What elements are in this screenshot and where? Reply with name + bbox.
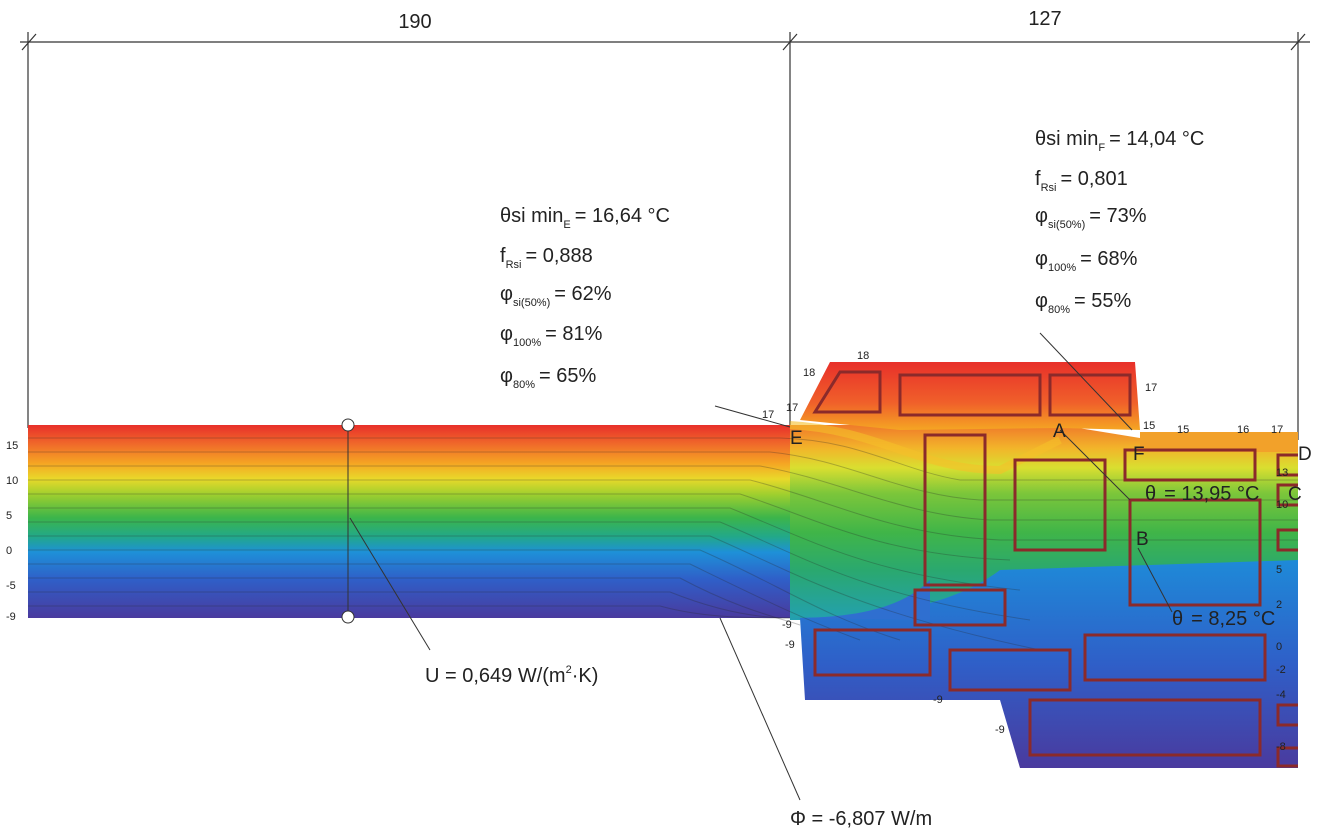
subscript: 80%	[1048, 304, 1070, 316]
subscript: si(50%)	[1048, 219, 1085, 231]
point-label: C	[1288, 484, 1302, 505]
symbol: φ	[500, 323, 513, 345]
isotherm-label: 17	[1145, 382, 1157, 394]
heat-flow: Φ = -6,807 W/m	[790, 808, 932, 830]
annotation-line: φ100% = 81%	[500, 323, 603, 349]
annotation-line: φ80% = 55%	[1035, 290, 1131, 316]
point-label: F	[1133, 444, 1145, 465]
isotherm-label: -4	[1276, 689, 1286, 701]
subscript: si(50%)	[513, 297, 550, 309]
window-profile	[790, 362, 1298, 768]
value: = 73%	[1089, 205, 1146, 227]
annotation-line: φsi(50%) = 73%	[1035, 205, 1147, 231]
annotation-line: φ80% = 65%	[500, 365, 596, 391]
isotherm-label: 18	[803, 367, 815, 379]
dimension-label: 190	[398, 11, 431, 33]
symbol: φ	[1035, 290, 1048, 312]
value: = 68%	[1080, 248, 1137, 270]
scale-label: -5	[6, 580, 16, 592]
thermal-diagram: 190127θsi minE= 16,64 °CfRsi= 0,888φsi(5…	[0, 0, 1318, 834]
scale-label: 5	[6, 510, 12, 522]
annotation-line: φ100% = 68%	[1035, 248, 1138, 274]
annotation-line: φsi(50%) = 62%	[500, 283, 612, 309]
value: = 0,801	[1060, 168, 1127, 190]
isotherm-label: 10	[1276, 499, 1288, 511]
isotherm-label: 0	[1276, 641, 1282, 653]
value: = 55%	[1074, 290, 1131, 312]
value: = 14,04 °C	[1109, 128, 1204, 150]
symbol: φ	[1035, 205, 1048, 227]
scale-label: 10	[6, 475, 18, 487]
point-label: A	[1053, 421, 1066, 442]
subscript: F	[1098, 142, 1105, 154]
isotherm-label: -9	[782, 619, 792, 631]
scale-label: 0	[6, 545, 12, 557]
value: = 8,25 °C	[1191, 608, 1275, 630]
point-label: B	[1136, 529, 1149, 550]
isotherm-label: 16	[1237, 424, 1249, 436]
symbol: φ	[500, 283, 513, 305]
isotherm-label: 15	[1177, 424, 1189, 436]
value: = 13,95 °C	[1164, 483, 1259, 505]
isotherm-label: 15	[1143, 420, 1155, 432]
u-main: U = 0,649 W/(m	[425, 665, 566, 687]
symbol: θ	[1145, 483, 1156, 505]
subscript: 100%	[1048, 262, 1076, 274]
value: = 62%	[554, 283, 611, 305]
subscript: 80%	[513, 379, 535, 391]
subscript: 100%	[513, 337, 541, 349]
u-value: U = 0,649 W/(m2·K)	[425, 664, 598, 687]
value: = 81%	[545, 323, 602, 345]
isotherm-label: 17	[762, 409, 774, 421]
isotherm-label: -9	[785, 639, 795, 651]
isotherm-label: 17	[786, 402, 798, 414]
scale-label: -9	[6, 611, 16, 623]
annotation-line: θsi minE = 16,64 °C	[500, 205, 670, 231]
symbol: φ	[500, 365, 513, 387]
value: = 16,64 °C	[575, 205, 670, 227]
subscript: E	[563, 219, 570, 231]
annotation-line: fRsi= 0,801	[1035, 168, 1128, 194]
value: = 65%	[539, 365, 596, 387]
subscript: Rsi	[506, 259, 522, 271]
symbol: θsi min	[500, 205, 563, 227]
isotherm-label: 18	[857, 350, 869, 362]
scale-label: 15	[6, 440, 18, 452]
isotherm-label: -9	[995, 724, 1005, 736]
symbol: θsi min	[1035, 128, 1098, 150]
isotherm-label: 2	[1276, 599, 1282, 611]
isotherm-label: -2	[1276, 664, 1286, 676]
u-rest: ·K)	[572, 665, 599, 687]
point-label: E	[790, 428, 803, 449]
annotation-line: θsi minF = 14,04 °C	[1035, 128, 1204, 154]
point-label: D	[1298, 444, 1312, 465]
dimension-label: 127	[1028, 8, 1061, 30]
subscript: Rsi	[1041, 182, 1057, 194]
isotherm-label: 17	[1271, 424, 1283, 436]
symbol: φ	[1035, 248, 1048, 270]
symbol: θ	[1172, 608, 1183, 630]
isotherm-label: -8	[1276, 741, 1286, 753]
isotherm-label: -9	[933, 694, 943, 706]
isotherm-label: 13	[1276, 467, 1288, 479]
isotherm-label: 5	[1276, 564, 1282, 576]
page: 190127θsi minE= 16,64 °CfRsi= 0,888φsi(5…	[0, 0, 1318, 834]
annotation-line: fRsi= 0,888	[500, 245, 593, 271]
value: = 0,888	[525, 245, 592, 267]
